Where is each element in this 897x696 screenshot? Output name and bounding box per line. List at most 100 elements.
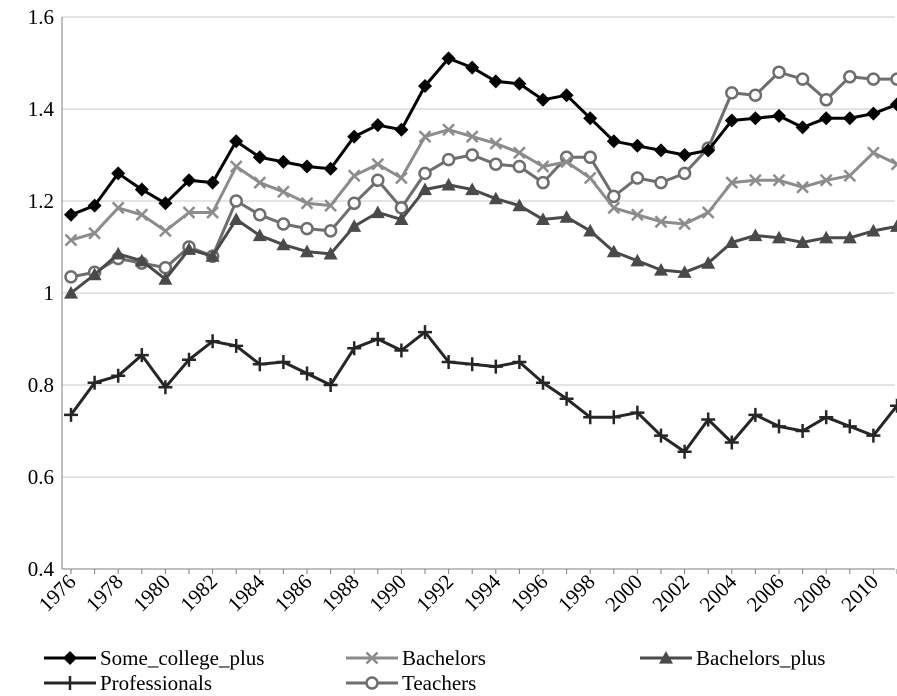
data-point [606, 410, 621, 425]
data-point [253, 176, 267, 189]
data-point [300, 196, 314, 210]
data-point [111, 166, 126, 181]
legend-label: Teachers [402, 671, 476, 695]
data-point [111, 201, 125, 215]
data-point [489, 137, 503, 150]
data-point [394, 122, 409, 137]
data-point [748, 88, 763, 102]
data-point [418, 166, 432, 181]
data-point [630, 253, 645, 267]
data-point [607, 189, 621, 204]
x-tick-label: 1994 [459, 569, 506, 616]
y-tick-label: 1 [44, 281, 55, 305]
data-point [536, 175, 550, 190]
legend-item-professionals: Professionals [44, 671, 212, 695]
data-point [630, 405, 645, 420]
data-point [418, 325, 432, 340]
gridlines [62, 16, 895, 570]
data-point [749, 173, 762, 187]
data-point [488, 74, 503, 89]
data-point [252, 228, 267, 242]
data-point [842, 111, 857, 126]
data-point [134, 348, 149, 363]
data-point [205, 175, 220, 190]
data-point [276, 154, 291, 169]
data-point [87, 375, 102, 390]
data-point [370, 332, 385, 346]
data-point [252, 357, 267, 372]
x-tick-label: 2002 [647, 570, 694, 617]
data-point [394, 201, 409, 215]
data-point [441, 177, 456, 191]
data-point [748, 111, 763, 126]
y-tick-label: 1.4 [28, 97, 55, 121]
data-point [442, 123, 455, 137]
data-point [488, 191, 503, 205]
data-point [890, 72, 897, 86]
data-point [677, 265, 692, 278]
data-point [64, 233, 78, 247]
x-tick-label: 2010 [836, 570, 883, 617]
x-tick-label: 1984 [223, 569, 270, 616]
data-point [229, 160, 243, 173]
data-point [890, 157, 897, 171]
series-lines [64, 51, 897, 459]
data-point [135, 208, 149, 222]
data-point [843, 70, 857, 84]
data-point [229, 134, 244, 149]
data-point [772, 173, 786, 187]
data-point [300, 159, 314, 174]
data-point [536, 160, 550, 173]
data-point [229, 212, 244, 225]
data-point [677, 148, 692, 162]
data-point [866, 428, 881, 443]
data-point [559, 391, 574, 406]
y-tick-label: 1.6 [28, 5, 54, 29]
data-point [654, 143, 668, 158]
legend-swatch-marker [63, 651, 77, 665]
legend-item-teachers: Teachers [346, 671, 476, 695]
data-point [347, 341, 362, 356]
data-point [772, 230, 786, 244]
data-point [276, 237, 291, 251]
data-point [323, 378, 338, 392]
data-point [64, 286, 78, 299]
data-point [890, 219, 897, 232]
data-point [819, 410, 834, 425]
legend-swatch-marker [365, 651, 379, 665]
y-tick-label: 0.6 [28, 465, 54, 489]
data-point [252, 150, 267, 165]
data-point [795, 120, 810, 135]
data-point [512, 159, 527, 174]
legend-swatch-marker [365, 676, 379, 690]
data-point [465, 130, 479, 143]
data-point [300, 366, 314, 381]
x-tick-label: 1998 [553, 570, 600, 617]
data-point [253, 208, 267, 222]
data-point [465, 357, 480, 372]
legend-item-bachelors-plus: Bachelors_plus [640, 646, 825, 670]
data-point [748, 407, 763, 422]
data-point [607, 201, 621, 215]
data-point [512, 198, 527, 212]
data-point [772, 419, 786, 434]
data-point [489, 157, 503, 171]
x-tick-label: 1990 [364, 570, 411, 617]
series-line [70, 128, 897, 242]
data-point [795, 72, 810, 86]
data-point [866, 106, 881, 121]
data-point [583, 223, 598, 237]
data-point [725, 86, 739, 100]
data-point [300, 221, 314, 236]
data-point [724, 235, 739, 248]
data-point [630, 138, 645, 153]
data-point [441, 355, 456, 369]
data-point [772, 65, 786, 79]
data-point [324, 199, 337, 212]
data-point [701, 143, 716, 158]
data-point [300, 244, 314, 258]
data-point [229, 194, 243, 208]
data-point [441, 51, 456, 66]
data-point [488, 359, 503, 374]
data-point [606, 134, 621, 149]
